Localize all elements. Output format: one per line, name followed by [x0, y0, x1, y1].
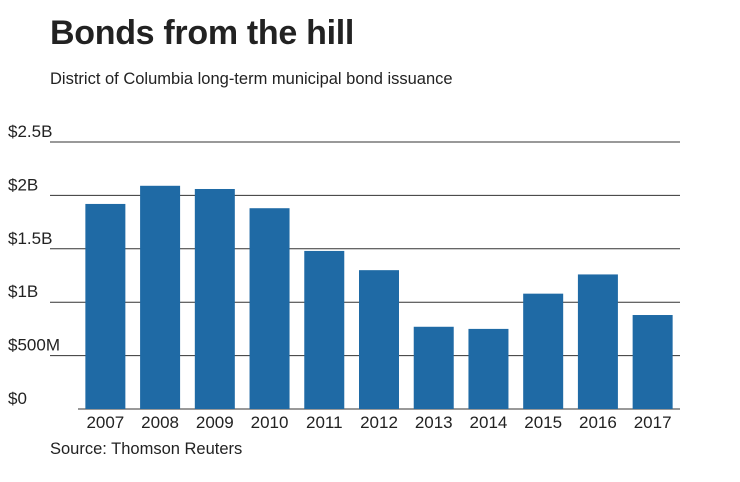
- y-tick-label: $1.5B: [8, 229, 52, 248]
- x-tick-label: 2008: [141, 413, 179, 432]
- x-tick-label: 2016: [579, 413, 617, 432]
- bar-2009: [194, 188, 235, 409]
- x-tick-label: 2013: [415, 413, 453, 432]
- bar-2011: [304, 250, 345, 409]
- bar-2017: [632, 315, 673, 409]
- x-tick-label: 2015: [524, 413, 562, 432]
- bar-2013: [413, 326, 454, 409]
- x-tick-label: 2009: [196, 413, 234, 432]
- bar-2014: [468, 328, 509, 409]
- chart-subtitle: District of Columbia long-term municipal…: [50, 70, 453, 88]
- y-tick-label: $0: [8, 389, 27, 408]
- source-note: Source: Thomson Reuters: [50, 440, 243, 458]
- bar-2008: [140, 185, 181, 409]
- y-tick-label: $2.5B: [8, 122, 52, 141]
- y-axis-labels: $0 $500M $1B $1.5B $2B $2.5B: [8, 122, 60, 408]
- bar-2016: [577, 274, 618, 409]
- bar-2012: [359, 270, 399, 409]
- y-tick-label: $500M: [8, 336, 60, 355]
- x-axis-labels: 2007 2008 2009 2010 2011 2012 2013 2014 2015 2016…: [86, 413, 671, 432]
- x-tick-label: 2010: [251, 413, 289, 432]
- x-tick-label: 2014: [470, 413, 508, 432]
- y-tick-label: $1B: [8, 282, 38, 301]
- y-tick-label: $2B: [8, 175, 38, 194]
- bar-2010: [249, 208, 290, 409]
- x-tick-label: 2012: [360, 413, 398, 432]
- bar-2015: [523, 293, 564, 409]
- bar-2007: [85, 203, 126, 409]
- x-tick-label: 2007: [86, 413, 124, 432]
- chart-title: Bonds from the hill: [50, 14, 355, 52]
- x-tick-label: 2017: [634, 413, 672, 432]
- bars: [85, 185, 673, 409]
- x-tick-label: 2011: [306, 413, 343, 432]
